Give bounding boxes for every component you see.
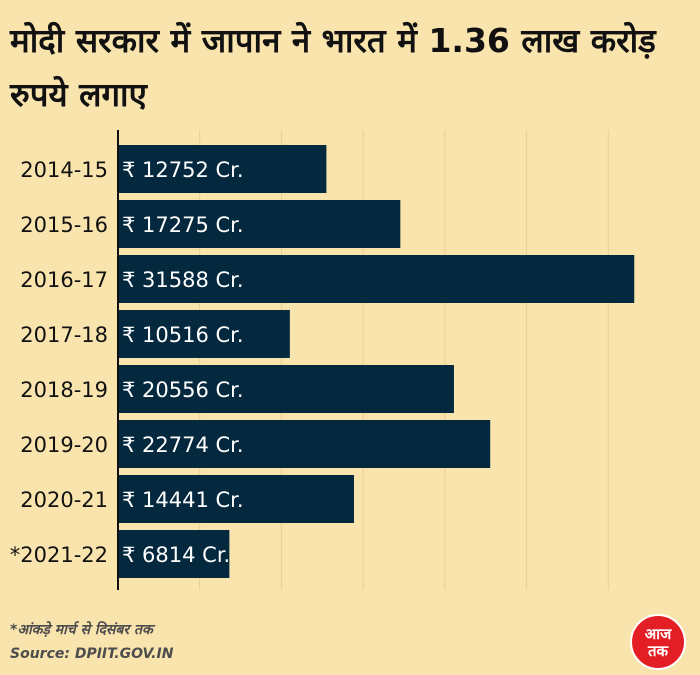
bar — [118, 145, 327, 193]
category-label: 2018-19 — [20, 378, 108, 402]
category-labels: 2014-15 2015-16 2016-17 2017-18 2018-19 2019-… — [10, 158, 108, 567]
category-label: 2019-20 — [20, 433, 108, 457]
aaj-tak-logo: आज तक — [630, 614, 686, 670]
value-label: ₹ 22774 Cr. — [122, 433, 244, 457]
category-label: *2021-22 — [10, 543, 108, 567]
value-label: ₹ 6814 Cr. — [122, 543, 230, 567]
footnote: *आंकड़े मार्च से दिसंबर तक — [10, 622, 153, 638]
category-label: 2015-16 — [20, 213, 108, 237]
value-labels: ₹ 12752 Cr. ₹ 17275 Cr. ₹ 31588 Cr. ₹ 10516… — [122, 158, 244, 567]
bar — [118, 365, 454, 413]
logo-text-top: आज — [645, 625, 672, 643]
value-label: ₹ 31588 Cr. — [122, 268, 244, 292]
bar — [118, 475, 355, 523]
category-label: 2017-18 — [20, 323, 108, 347]
category-label: 2020-21 — [20, 488, 108, 512]
value-label: ₹ 12752 Cr. — [122, 158, 244, 182]
chart-title: मोदी सरकार में जापान ने भारत में 1.36 ला… — [10, 21, 656, 114]
value-label: ₹ 20556 Cr. — [122, 378, 244, 402]
bar — [118, 255, 635, 303]
bar — [118, 530, 230, 578]
source-note: Source: DPIIT.GOV.IN — [10, 646, 174, 662]
bar — [118, 420, 491, 468]
bars — [118, 145, 635, 578]
value-label: ₹ 14441 Cr. — [122, 488, 244, 512]
logo-text-bottom: तक — [647, 642, 670, 660]
bar — [118, 310, 290, 358]
bar — [118, 200, 401, 248]
value-label: ₹ 17275 Cr. — [122, 213, 244, 237]
value-label: ₹ 10516 Cr. — [122, 323, 244, 347]
logo-circle — [630, 614, 686, 670]
category-label: 2016-17 — [20, 268, 108, 292]
category-label: 2014-15 — [20, 158, 108, 182]
